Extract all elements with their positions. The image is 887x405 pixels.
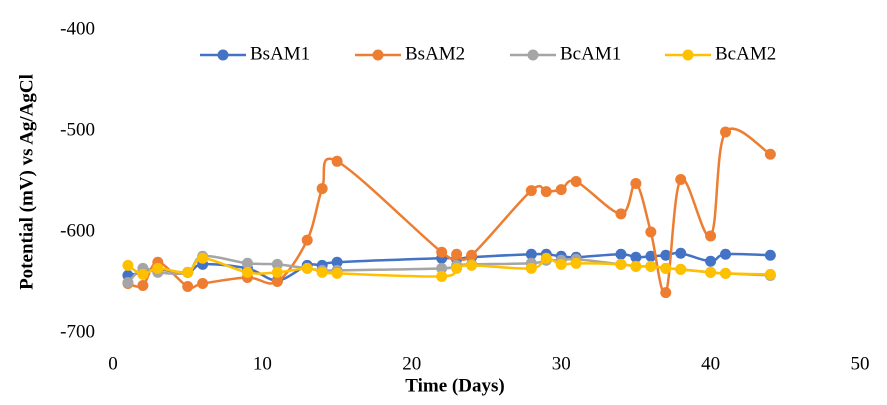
data-point: [540, 186, 552, 198]
data-point: [705, 255, 717, 267]
data-point: [720, 248, 732, 260]
data-point: [436, 262, 448, 274]
data-point: [122, 259, 134, 271]
data-point: [241, 266, 253, 278]
data-point: [705, 230, 717, 242]
data-point: [630, 260, 642, 272]
x-tick-label: 40: [701, 353, 720, 374]
data-point: [182, 266, 194, 278]
data-point: [466, 249, 478, 261]
data-point: [331, 155, 343, 167]
y-tick-label: -500: [60, 119, 95, 140]
data-point: [764, 249, 776, 261]
data-point: [451, 248, 463, 260]
data-point: [645, 260, 657, 272]
data-point: [241, 257, 253, 269]
data-point: [451, 262, 463, 274]
data-point: [645, 250, 657, 262]
data-point: [197, 252, 209, 264]
data-point: [615, 208, 627, 220]
data-point: [137, 280, 149, 292]
data-point: [525, 248, 537, 260]
data-point: [316, 183, 328, 195]
x-tick-label: 20: [402, 353, 421, 374]
data-point: [436, 270, 448, 282]
y-tick-label: -600: [60, 220, 95, 241]
data-point: [555, 184, 567, 196]
legend-label: BsAM1: [250, 43, 310, 64]
series-line: [127, 127, 772, 295]
y-tick-label: -700: [60, 321, 95, 342]
data-point: [764, 148, 776, 160]
data-point: [301, 262, 313, 274]
y-axis-title: Potential (mV) vs Ag/AgCl: [16, 74, 37, 290]
data-point: [182, 281, 194, 293]
data-point: [570, 176, 582, 187]
data-point: [331, 256, 343, 268]
data-point: [331, 267, 343, 279]
data-point: [122, 277, 134, 288]
data-point: [271, 275, 283, 287]
x-tick-label: 30: [552, 353, 571, 374]
data-point: [630, 251, 642, 263]
data-point: [764, 268, 776, 280]
data-point: [660, 287, 672, 299]
data-point: [555, 258, 567, 270]
data-point: [525, 262, 537, 274]
data-point: [197, 278, 209, 290]
data-point: [720, 267, 732, 279]
legend-marker: [372, 49, 384, 61]
x-tick-label: 0: [108, 353, 118, 374]
data-point: [660, 262, 672, 274]
data-point: [316, 266, 328, 278]
legend-label: BcAM1: [560, 43, 621, 64]
data-point: [675, 173, 687, 185]
data-point: [615, 248, 627, 260]
data-point: [152, 262, 164, 274]
data-point: [525, 185, 537, 197]
data-point: [466, 259, 478, 271]
data-point: [540, 252, 552, 264]
data-point: [675, 263, 687, 275]
data-point: [301, 234, 313, 246]
legend-marker: [527, 49, 539, 61]
x-tick-label: 50: [851, 353, 870, 374]
data-point: [720, 126, 732, 138]
data-point: [645, 226, 657, 238]
data-point: [570, 257, 582, 269]
x-tick-label: 10: [253, 353, 272, 374]
x-axis-title: Time (Days): [405, 375, 504, 396]
legend-label: BsAM2: [405, 43, 465, 64]
data-point: [271, 258, 283, 270]
data-point: [137, 268, 149, 280]
y-tick-label: -400: [60, 18, 95, 39]
legend-marker: [217, 49, 229, 61]
data-point: [630, 178, 642, 190]
data-point: [675, 247, 687, 259]
legend-marker: [682, 49, 694, 61]
data-point: [436, 246, 448, 258]
legend-label: BcAM2: [715, 43, 776, 64]
data-point: [660, 249, 672, 261]
data-point: [271, 266, 283, 278]
data-point: [705, 266, 717, 278]
data-point: [615, 258, 627, 270]
